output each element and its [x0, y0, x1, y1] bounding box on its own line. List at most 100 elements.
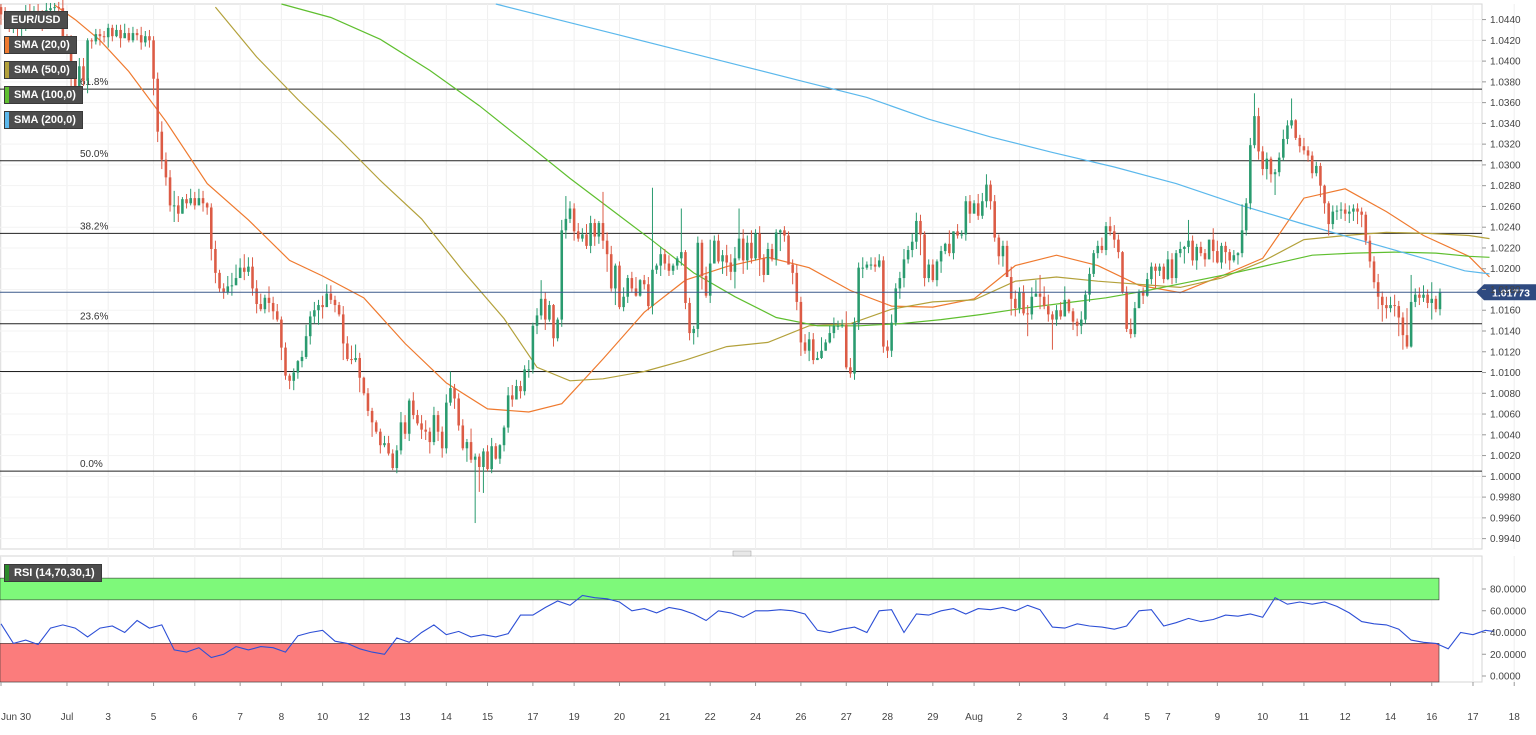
candle-body: [49, 8, 52, 11]
candle-body: [395, 450, 399, 469]
candle-body: [197, 198, 201, 206]
candle-body: [379, 431, 382, 446]
candle-body: [354, 357, 357, 361]
candle-body: [873, 264, 877, 267]
indicator-sma20[interactable]: SMA (20,0): [4, 36, 77, 54]
candle-body: [156, 78, 159, 132]
candle-body: [1282, 138, 1285, 158]
candle-body: [960, 234, 963, 236]
candle-body: [1038, 293, 1042, 297]
symbol-label[interactable]: EUR/USD: [4, 11, 68, 29]
candle-body: [238, 267, 242, 279]
candle-body: [82, 66, 85, 81]
price-axis-label: 1.0340: [1490, 119, 1521, 130]
rsi-swatch: [5, 565, 9, 581]
candle-body: [923, 234, 926, 279]
candle-body: [1393, 305, 1396, 307]
candle-body: [894, 288, 898, 323]
date-axis-label: 14: [1385, 712, 1397, 723]
indicator-sma50[interactable]: SMA (50,0): [4, 61, 77, 79]
candle-body: [1331, 211, 1335, 225]
candle-body: [1199, 246, 1203, 254]
candle-body: [708, 263, 712, 296]
candle-body: [346, 343, 349, 360]
candle-body: [638, 280, 642, 296]
candle-body: [886, 346, 889, 351]
candle-body: [560, 230, 564, 320]
candle-body: [997, 237, 1001, 257]
candle-body: [1389, 305, 1392, 309]
candle-body: [1067, 299, 1071, 312]
indicator-sma200[interactable]: SMA (200,0): [4, 111, 83, 129]
candle-body: [1121, 252, 1124, 293]
candle-body: [317, 305, 320, 311]
candle-body: [1236, 253, 1240, 256]
candle-body: [86, 40, 89, 81]
candle-body: [69, 44, 73, 70]
candle-body: [362, 377, 366, 394]
rsi-axis-label: 60.0000: [1490, 606, 1527, 617]
candle-body: [807, 339, 811, 351]
indicator-rsi[interactable]: RSI (14,70,30,1): [4, 564, 102, 582]
date-axis-label: 10: [317, 712, 329, 723]
candle-body: [1195, 246, 1199, 261]
candle-body: [548, 305, 551, 320]
date-axis-label: 11: [1299, 712, 1310, 723]
candle-body: [181, 199, 184, 214]
sma100-label: SMA (100,0): [14, 89, 76, 101]
candle-body: [131, 33, 135, 41]
candle-body: [1228, 252, 1231, 261]
candle-body: [1162, 266, 1166, 280]
candle-body: [585, 234, 588, 246]
candle-body: [313, 310, 316, 317]
candle-body: [510, 395, 514, 400]
sma200-label: SMA (200,0): [14, 114, 76, 126]
candle-body: [1397, 306, 1401, 318]
price-axis-label: 1.0280: [1490, 181, 1521, 192]
candle-body: [1277, 157, 1281, 173]
candle-body: [1430, 298, 1434, 303]
fib-level-label: 38.2%: [80, 221, 108, 232]
candle-body: [374, 422, 378, 432]
candle-body: [799, 301, 803, 343]
candle-body: [1088, 273, 1091, 295]
candle-body: [981, 201, 984, 216]
candle-body: [337, 305, 341, 315]
candle-body: [1154, 266, 1157, 271]
candle-body: [1323, 185, 1326, 204]
price-axis-label: 1.0160: [1490, 306, 1521, 317]
candle-body: [601, 223, 605, 241]
date-axis-label: 17: [527, 712, 539, 723]
candle-body: [700, 242, 704, 276]
candle-body: [1216, 251, 1219, 263]
candle-body: [556, 319, 559, 339]
candle-body: [242, 267, 246, 272]
sma20-swatch: [5, 37, 9, 53]
candle-body: [1059, 310, 1062, 317]
candle-body: [906, 250, 910, 260]
candle-body: [210, 207, 213, 249]
price-axis-label: 1.0380: [1490, 77, 1521, 88]
date-axis-label: 13: [400, 712, 412, 723]
candle-body: [1009, 277, 1013, 299]
candle-body: [135, 33, 139, 36]
candle-body: [148, 36, 151, 41]
candle-body: [436, 415, 440, 432]
candle-body: [717, 240, 720, 262]
date-axis-label: 28: [882, 712, 894, 723]
sma-line: [214, 6, 1490, 382]
candle-body: [440, 431, 444, 449]
candle-body: [1244, 203, 1248, 231]
candle-body: [1211, 239, 1215, 252]
candle-body: [490, 446, 493, 470]
candle-body: [787, 235, 790, 265]
date-axis-label: 26: [795, 712, 807, 723]
date-axis-label: 16: [1426, 712, 1438, 723]
candle-body: [647, 284, 650, 307]
candle-body: [469, 442, 473, 460]
price-axis-label: 0.9960: [1490, 513, 1521, 524]
indicator-sma100[interactable]: SMA (100,0): [4, 86, 83, 104]
rsi-line: [0, 594, 1494, 659]
candle-body: [1030, 296, 1034, 315]
